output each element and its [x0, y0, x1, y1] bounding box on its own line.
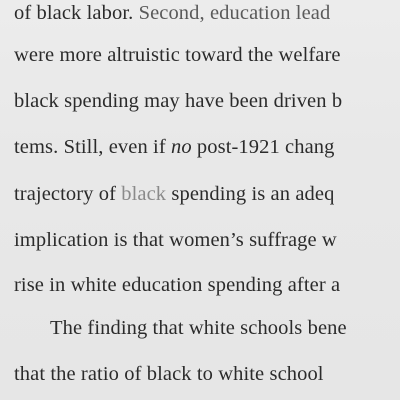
text-line-8-paragraph-start: The finding that white schools bene [50, 316, 347, 340]
text-line-3: black spending may have been driven b [14, 89, 342, 113]
text-line-1: of black labor. Second, education lead [14, 1, 330, 25]
italic-word: no [170, 136, 192, 158]
text-segment: Second, [138, 2, 210, 24]
text-segment: black [121, 183, 167, 205]
text-segment: that the ratio of black to white school [14, 363, 324, 385]
text-line-2: were more altruistic toward the welfare [14, 43, 341, 67]
text-segment: post-1921 chang [191, 136, 335, 158]
text-line-9: that the ratio of black to white school [14, 362, 324, 386]
text-segment: were more altruistic toward the welfare [14, 44, 341, 66]
text-line-7: rise in white education spending after a [14, 273, 340, 297]
text-segment: education lead [209, 2, 331, 24]
text-segment: black spending may have been driven b [14, 90, 343, 112]
text-line-6: implication is that women’s suffrage w [14, 228, 337, 252]
text-segment: spending is an adeq [166, 183, 335, 205]
text-segment: trajectory of [14, 183, 122, 205]
text-segment: of black labor. [14, 2, 139, 24]
text-line-5: trajectory of black spending is an adeq [14, 182, 334, 206]
text-segment: rise in white education spending after a [14, 274, 341, 296]
text-segment: tems. Still, even if [14, 136, 171, 158]
text-line-4: tems. Still, even if no post-1921 chang [14, 135, 335, 159]
text-segment: The finding that white schools bene [50, 317, 347, 339]
text-segment: implication is that women’s suffrage w [14, 229, 337, 251]
